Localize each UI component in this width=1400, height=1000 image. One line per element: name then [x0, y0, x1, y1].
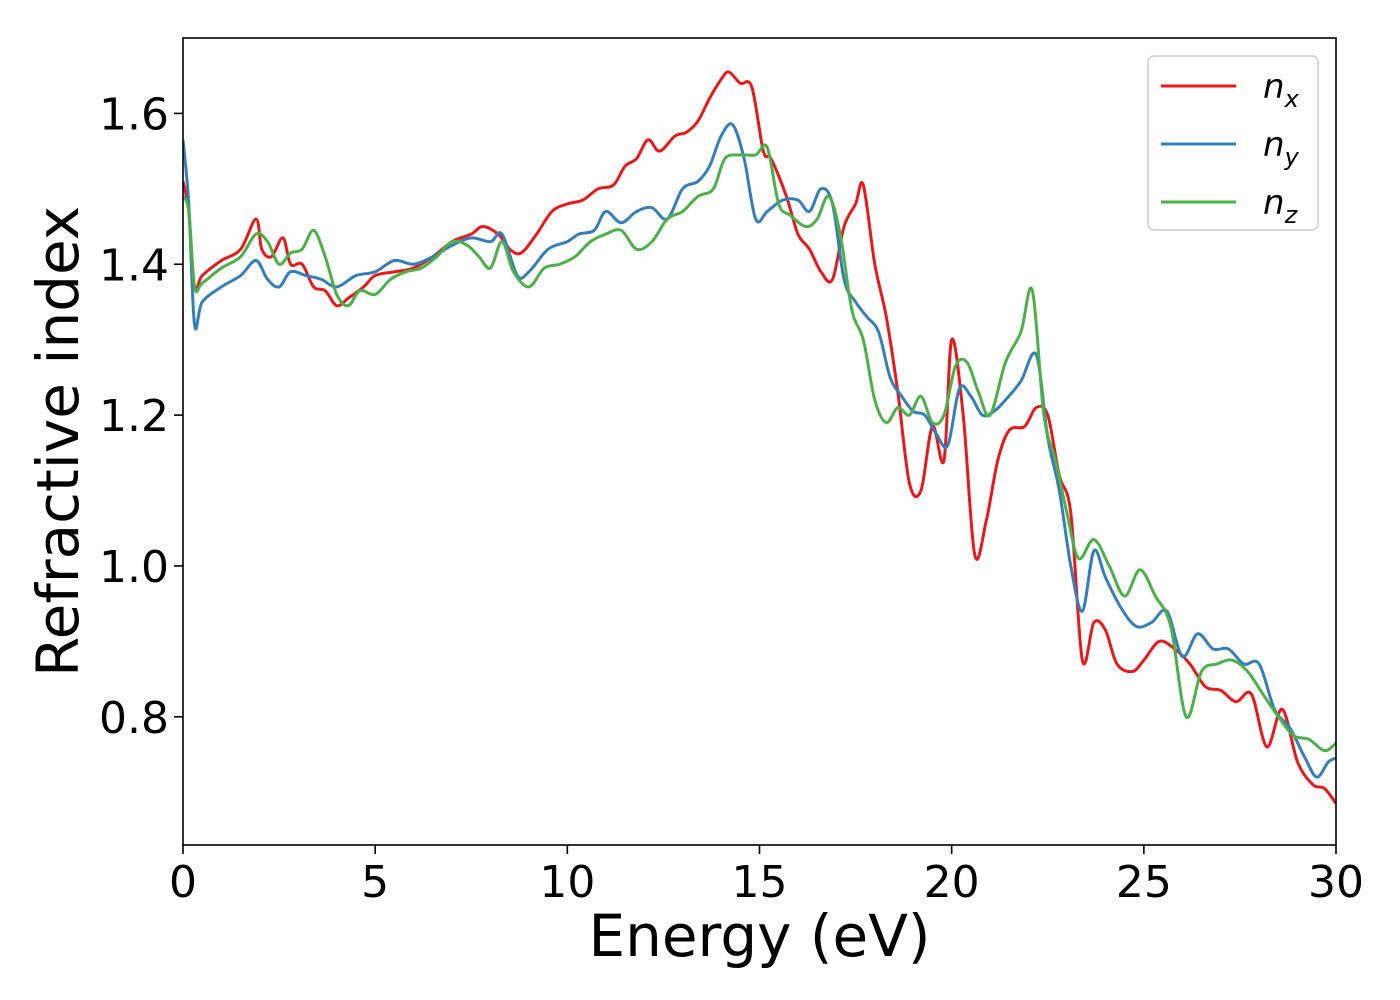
legend-label-subscript: x: [1284, 85, 1300, 113]
y-tick-label: 1.4: [99, 240, 169, 291]
legend-label-base: n: [1263, 183, 1285, 223]
x-axis-label: Energy (eV): [588, 902, 930, 970]
y-axis-label: Refractive index: [24, 206, 92, 677]
legend-label-n-y: ny: [1263, 125, 1300, 171]
y-axis-ticks: 0.8 1.0 1.2 1.4 1.6: [99, 89, 183, 744]
series-line-n-z: [183, 143, 1336, 753]
legend-label-subscript: y: [1284, 143, 1300, 171]
series-lines: [183, 70, 1336, 805]
x-tick-label: 0: [169, 857, 197, 908]
x-tick-label: 25: [1116, 857, 1172, 908]
legend-label-n-x: nx: [1263, 67, 1300, 113]
x-tick-label: 10: [539, 857, 595, 908]
x-tick-label: 15: [732, 857, 788, 908]
series-line-n-y: [183, 122, 1336, 779]
legend-label-base: n: [1263, 67, 1285, 107]
legend-label-subscript: z: [1284, 201, 1299, 229]
y-tick-label: 0.8: [99, 693, 169, 744]
y-tick-label: 1.6: [99, 89, 169, 140]
y-tick-label: 1.0: [99, 542, 169, 593]
y-tick-label: 1.2: [99, 391, 169, 442]
x-axis-ticks: 0 5 10 15 20 25 30: [169, 845, 1364, 908]
legend-label-base: n: [1263, 125, 1285, 165]
x-tick-label: 30: [1308, 857, 1364, 908]
legend-label-n-z: nz: [1263, 183, 1299, 229]
x-tick-label: 5: [361, 857, 389, 908]
x-tick-label: 20: [924, 857, 980, 908]
